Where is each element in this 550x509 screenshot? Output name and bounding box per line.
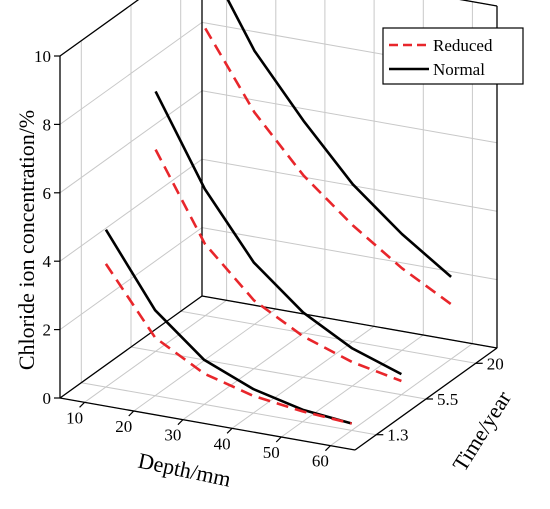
z-tick-label: 6 (43, 184, 52, 203)
floor-back-edge (201, 295, 498, 349)
x-axis-title: Depth/mm (136, 448, 233, 492)
floor-left-edge (59, 295, 203, 399)
x-tick-mark (128, 410, 135, 417)
legend-label-reduced: Reduced (433, 36, 493, 55)
x-tick-label: 20 (115, 417, 132, 436)
back-gridline-conc (201, 158, 498, 212)
z-tick-label: 8 (43, 115, 52, 134)
left-gridline-conc (59, 227, 203, 331)
left-top-edge (59, 0, 140, 57)
series-line-normal-5_5 (154, 90, 403, 376)
x-tick-label: 40 (214, 434, 231, 453)
x-axis-line (59, 397, 356, 451)
chart-series (104, 0, 452, 425)
z-tick-label: 10 (34, 47, 51, 66)
x-tick-mark (79, 401, 86, 408)
back-gridline-conc (201, 90, 498, 144)
z-axis-title: Chloride ion concentration/% (14, 110, 39, 370)
z-tick-label: 2 (43, 321, 52, 340)
x-tick-mark (177, 419, 184, 426)
left-gridline-conc (59, 21, 203, 125)
x-tick-mark (324, 445, 331, 452)
floor-gridline-time (180, 310, 476, 364)
y-tick-label: 1.3 (387, 426, 408, 445)
series-line-reduced-5_5 (154, 148, 402, 383)
legend-box (382, 27, 524, 85)
series-line-normal-20 (226, 0, 452, 278)
chart-tick-labels: 10 20 30 40 50 60 1.3 5.5 20 0 2 4 6 8 10 (34, 47, 504, 471)
legend: Reduced Normal (382, 27, 524, 85)
z-tick-label: 0 (43, 389, 52, 408)
x-tick-mark (275, 436, 282, 443)
left-gridline-conc (59, 90, 203, 194)
x-tick-label: 60 (312, 452, 329, 471)
z-tick-label: 4 (43, 252, 52, 271)
x-tick-label: 50 (263, 443, 280, 462)
back-gridline-conc (201, 227, 498, 281)
left-gridline-conc (59, 158, 203, 262)
y-tick-label: 20 (487, 354, 504, 373)
y-tick-label: 5.5 (437, 390, 458, 409)
series-line-normal-1_3 (104, 229, 353, 425)
legend-label-normal: Normal (433, 60, 485, 79)
series-line-reduced-1_3 (104, 263, 353, 425)
x-tick-label: 30 (164, 426, 181, 445)
x-tick-label: 10 (66, 408, 83, 427)
series-line-reduced-20 (204, 27, 452, 306)
floor-gridline-time (81, 382, 377, 436)
x-tick-mark (226, 427, 233, 434)
